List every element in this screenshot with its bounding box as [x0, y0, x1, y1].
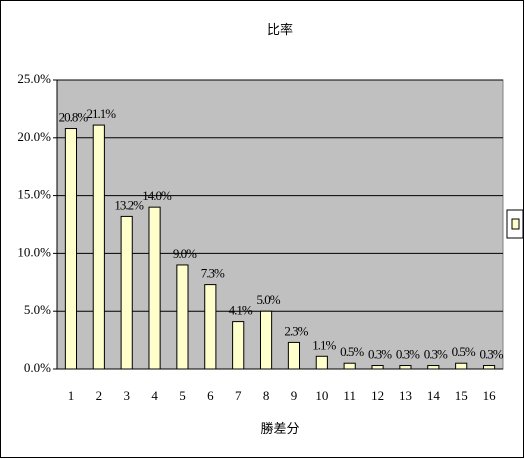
y-tick-label: 20.0% [17, 129, 51, 144]
data-label: 0.3% [480, 347, 504, 362]
x-tick-label: 16 [483, 388, 497, 403]
x-tick-label: 2 [96, 388, 103, 403]
bar [259, 310, 273, 370]
bar [427, 365, 440, 370]
x-tick-label: 7 [235, 388, 242, 403]
bar [204, 284, 217, 370]
x-tick-label: 13 [399, 388, 412, 403]
bar [176, 264, 189, 370]
data-label: 21.1% [87, 106, 117, 121]
bar [482, 365, 496, 370]
x-tick-label: 1 [68, 388, 75, 403]
bar [399, 365, 412, 370]
data-label: 5.0% [257, 292, 281, 307]
chart-title: 比率 [267, 22, 293, 37]
legend-swatch [511, 218, 520, 230]
data-label: 0.5% [340, 344, 364, 359]
bar [455, 362, 468, 370]
y-tick-label: 0.0% [24, 360, 51, 375]
data-label: 2.3% [284, 323, 308, 338]
bar [287, 341, 301, 370]
x-tick-label: 6 [207, 388, 214, 403]
bar [343, 362, 356, 370]
x-tick-label: 14 [427, 388, 441, 403]
x-tick-label: 10 [315, 388, 328, 403]
x-axis-label: 勝差分 [260, 421, 299, 436]
data-label: 9.0% [173, 246, 197, 261]
data-label: 14.0% [142, 188, 172, 203]
bar [64, 128, 78, 370]
bar [120, 215, 133, 370]
y-tick-label: 5.0% [24, 302, 51, 317]
bar [148, 206, 161, 370]
data-label: 0.3% [424, 347, 448, 362]
bar [315, 355, 328, 370]
x-tick-label: 15 [455, 388, 468, 403]
bar [92, 124, 105, 370]
bar [232, 321, 245, 370]
y-tick-label: 25.0% [17, 71, 51, 86]
data-label: 0.5% [452, 344, 476, 359]
x-tick-label: 3 [123, 388, 130, 403]
x-tick-label: 11 [343, 388, 356, 403]
data-label: 0.3% [368, 347, 392, 362]
x-tick-label: 8 [263, 388, 270, 403]
data-label: 13.2% [114, 197, 144, 212]
data-label: 0.3% [396, 347, 420, 362]
data-label: 7.3% [201, 266, 225, 281]
y-tick-label: 10.0% [17, 244, 51, 259]
bar [371, 365, 384, 370]
x-tick-label: 4 [151, 388, 158, 403]
x-tick-label: 9 [291, 388, 298, 403]
y-tick-label: 15.0% [17, 187, 51, 202]
data-label: 1.1% [312, 337, 336, 352]
x-tick-label: 5 [179, 388, 186, 403]
data-label: 4.1% [229, 303, 253, 318]
data-label: 20.8% [59, 110, 89, 125]
x-tick-label: 12 [371, 388, 384, 403]
